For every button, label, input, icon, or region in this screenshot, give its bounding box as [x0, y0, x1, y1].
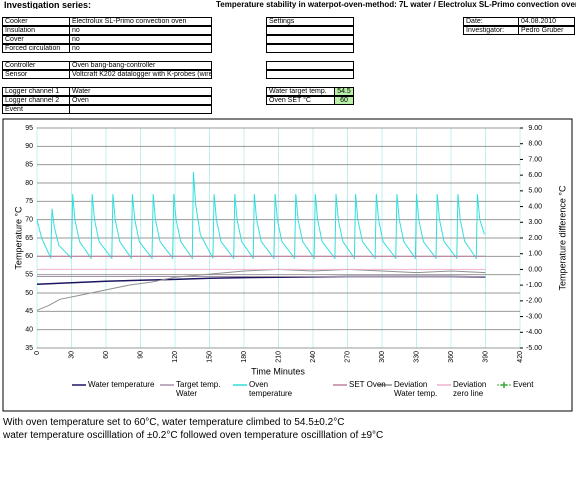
y2-tick-label: 2.00	[528, 235, 542, 242]
empty-cell	[266, 61, 354, 70]
legend-label: SET Oven	[349, 380, 386, 389]
y2-tick-label: 9.00	[528, 125, 542, 132]
y2-tick-label: -4.00	[526, 329, 542, 336]
x-tick-label: 210	[275, 351, 282, 363]
legend-marker	[501, 382, 507, 388]
legend-label: Event	[513, 380, 534, 389]
series-label: Investigation series:	[4, 0, 92, 9]
cell-value: 60	[334, 96, 354, 105]
cell-value: Voltcraft K202 datalogger with K-probes …	[69, 70, 212, 79]
empty-cell	[266, 44, 354, 53]
x-tick-label: 240	[310, 351, 317, 363]
y2-tick-label: -3.00	[526, 313, 542, 320]
empty-cell	[266, 35, 354, 44]
y-tick-label: 95	[25, 125, 33, 132]
legend-label: Deviation Water temp.	[394, 380, 438, 398]
x-tick-label: 120	[172, 351, 179, 363]
cell-label: Investigator:	[463, 26, 519, 35]
cell-label: Cover	[2, 35, 70, 44]
y2-tick-label: 1.00	[528, 251, 542, 258]
x-tick-label: 150	[206, 351, 213, 363]
y-tick-label: 65	[25, 235, 33, 242]
series-line	[36, 171, 485, 260]
y2-tick-label: -2.00	[526, 298, 542, 305]
cell-value: Electrolux SL-Primo convection oven	[69, 17, 212, 26]
y-tick-label: 40	[25, 327, 33, 334]
y-tick-label: 75	[25, 198, 33, 205]
legend-label: Deviation zero line	[453, 380, 487, 398]
x-tick-label: 390	[482, 351, 489, 363]
y-axis-title: Temperature °C	[13, 206, 23, 270]
cell-label: Insulation	[2, 26, 70, 35]
cell-value: Pedro Gruber	[518, 26, 575, 35]
y-tick-label: 85	[25, 162, 33, 169]
note: water temperature oscilllation of ±0.2°C…	[3, 430, 384, 441]
y2-tick-label: 4.00	[528, 203, 542, 210]
y2-tick-label: 7.00	[528, 156, 542, 163]
y-tick-label: 50	[25, 290, 33, 297]
cell-label: Sensor	[2, 70, 70, 79]
cell-value: Oven bang-bang-controller	[69, 61, 212, 70]
cell-label: Date:	[463, 17, 519, 26]
cell-label: Controller	[2, 61, 70, 70]
x-axis-title: Time Minutes	[251, 366, 305, 376]
cell-value: 54.5	[334, 87, 354, 96]
legend-label: Target temp. Water	[176, 380, 221, 398]
y-tick-label: 70	[25, 217, 33, 224]
y-tick-label: 60	[25, 253, 33, 260]
legend-label: Oven temperature	[249, 380, 293, 398]
sheet-title: Temperature stability in waterpot-oven-m…	[216, 0, 576, 9]
y2-tick-label: 5.00	[528, 188, 542, 195]
x-tick-label: 420	[517, 351, 524, 363]
cell-label: Cooker	[2, 17, 70, 26]
y2-tick-label: -1.00	[526, 282, 542, 289]
y-tick-label: 35	[25, 345, 33, 352]
x-tick-label: 330	[413, 351, 420, 363]
legend-label: Water temperature	[88, 380, 155, 389]
y2-tick-label: 6.00	[528, 172, 542, 179]
y-tick-label: 55	[25, 272, 33, 279]
note: With oven temperature set to 60°C, water…	[3, 417, 345, 428]
x-tick-label: 90	[137, 351, 144, 359]
cell-value: 04.08.2010	[518, 17, 575, 26]
cell-label: Forced circulation	[2, 44, 70, 53]
x-tick-label: 270	[344, 351, 351, 363]
y2-tick-label: -5.00	[526, 345, 542, 352]
cell-value: no	[69, 35, 212, 44]
cell-label: Logger channel 1	[2, 87, 70, 96]
y2-tick-label: 0.00	[528, 266, 542, 273]
x-tick-label: 30	[68, 351, 75, 359]
y-tick-label: 80	[25, 180, 33, 187]
x-tick-label: 180	[241, 351, 248, 363]
cell-label: Event	[2, 105, 70, 114]
cell-value: no	[69, 44, 212, 53]
cell-label: Oven SET °C	[266, 96, 335, 105]
x-tick-label: 360	[448, 351, 455, 363]
cell-value: no	[69, 26, 212, 35]
y-tick-label: 45	[25, 308, 33, 315]
y2-tick-label: 3.00	[528, 219, 542, 226]
x-tick-label: 60	[103, 351, 110, 359]
cell-value	[69, 105, 212, 114]
series-line	[36, 268, 486, 311]
x-tick-label: 0	[34, 351, 41, 355]
cell-label: Water target temp.	[266, 87, 335, 96]
y-tick-label: 90	[25, 143, 33, 150]
settings-label: Settings	[266, 17, 354, 26]
cell-value: Water	[69, 87, 212, 96]
cell-value: Oven	[69, 96, 212, 105]
cell-label: Logger channel 2	[2, 96, 70, 105]
y2-axis-title: Temperature difference °C	[557, 185, 567, 290]
empty-cell	[266, 26, 354, 35]
x-tick-label: 300	[379, 351, 386, 363]
y2-tick-label: 8.00	[528, 141, 542, 148]
empty-cell	[266, 70, 354, 79]
